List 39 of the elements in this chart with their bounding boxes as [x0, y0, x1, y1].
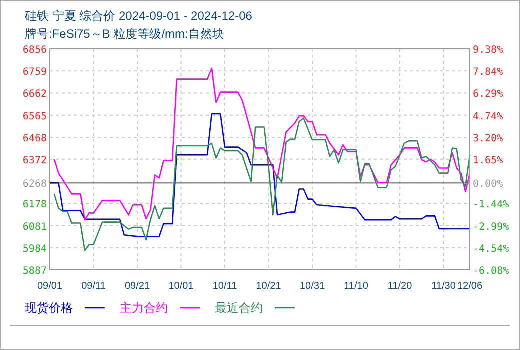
x-tick-label: 09/01: [37, 281, 63, 292]
y2-tick-label: -6.08%: [473, 266, 510, 277]
x-tick-label: 10/11: [212, 281, 238, 292]
legend-label: 最近合约: [215, 301, 263, 315]
legend-label: 主力合约: [120, 301, 168, 315]
y-tick-label: 5984: [22, 244, 47, 255]
y2-tick-label: 6.29%: [473, 89, 504, 100]
y-tick-label: 6759: [22, 67, 47, 78]
x-tick-label: 11/20: [388, 281, 413, 292]
chart-subtitle: 牌号:FeSi75～B 粒度等级/mm:自然块: [25, 27, 224, 41]
y2-tick-label: 0.00%: [473, 179, 504, 190]
line-series: [54, 68, 471, 221]
y2-tick-label: -4.54%: [473, 244, 510, 255]
y-tick-label: 5887: [22, 266, 47, 277]
x-tick-label: 09/11: [82, 281, 106, 292]
y2-tick-label: 3.20%: [473, 133, 504, 144]
x-tick-label: 12/06: [457, 281, 483, 292]
y-tick-label: 6268: [22, 179, 47, 190]
x-tick-label: 10/01: [168, 281, 194, 292]
y-tick-label: 6372: [22, 155, 47, 166]
y-tick-label: 6468: [22, 133, 47, 144]
y-tick-label: 6081: [22, 222, 47, 233]
x-tick-label: 11/10: [344, 281, 369, 292]
x-tick-label: 10/31: [300, 281, 326, 292]
y2-tick-label: 4.74%: [473, 111, 504, 122]
y2-tick-label: -1.44%: [473, 200, 510, 211]
y2-tick-label: -2.99%: [473, 222, 510, 233]
y2-tick-label: 7.84%: [473, 67, 504, 78]
y-tick-label: 6856: [22, 45, 47, 56]
y2-tick-label: 1.65%: [473, 156, 504, 166]
legend-label: 现货价格: [25, 301, 73, 315]
y2-tick-label: 9.38%: [473, 45, 504, 56]
chart-title: 硅铁 宁夏 综合价 2024-09-01 - 2024-12-06: [24, 9, 253, 23]
y-tick-label: 6565: [22, 111, 47, 122]
x-tick-label: 09/21: [124, 281, 150, 292]
x-tick-label: 10/21: [256, 281, 282, 292]
x-tick-label: 11/30: [432, 281, 456, 292]
y-tick-label: 6662: [22, 89, 47, 100]
y-tick-label: 6178: [22, 200, 47, 211]
